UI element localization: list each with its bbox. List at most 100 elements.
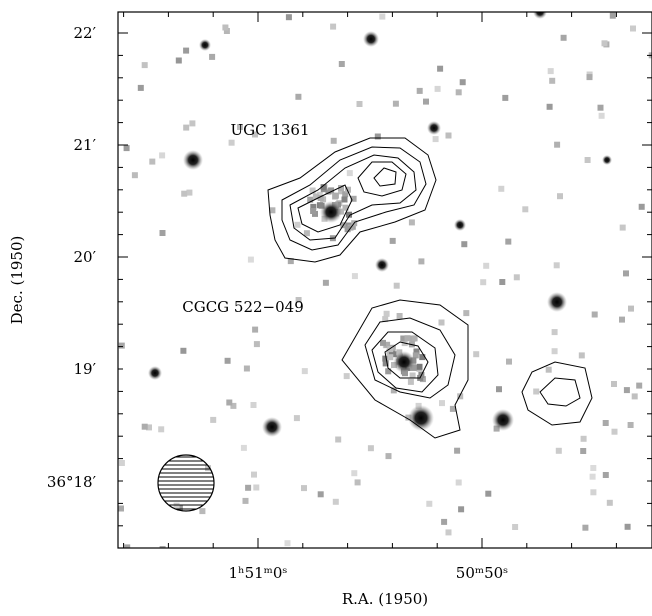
noise-pixel <box>224 357 231 364</box>
noise-pixel <box>343 373 350 380</box>
noise-pixel <box>586 74 593 81</box>
noise-pixel <box>338 61 345 67</box>
y-tick-label: 19′ <box>74 360 97 378</box>
noise-pixel <box>411 335 418 342</box>
noise-pixel <box>423 98 429 105</box>
contour <box>521 361 593 426</box>
contour <box>267 137 437 263</box>
noise-pixel <box>322 279 329 286</box>
noise-pixel <box>346 170 353 177</box>
noise-pixel <box>455 479 462 486</box>
noise-pixel <box>344 226 351 233</box>
noise-pixel <box>627 422 634 428</box>
noise-pixel <box>606 499 613 506</box>
noise-pixel <box>222 24 229 31</box>
noise-pixel <box>316 191 323 198</box>
noise-pixel <box>320 184 327 191</box>
noise-pixel <box>295 297 302 303</box>
noise-pixel <box>228 139 235 146</box>
noise-pixel <box>158 426 165 433</box>
noise-pixel <box>317 491 324 498</box>
noise-pixel <box>247 256 254 263</box>
noise-pixel <box>223 28 230 34</box>
noise-pixel <box>183 124 190 131</box>
source <box>533 12 547 19</box>
noise-pixel <box>390 387 397 394</box>
contour <box>373 167 397 187</box>
noise-pixel <box>173 502 180 509</box>
source <box>408 405 434 431</box>
contours <box>267 137 593 439</box>
noise-pixel <box>186 189 193 196</box>
noise-pixel <box>636 382 643 389</box>
noise-pixel <box>502 94 509 101</box>
noise-pixel <box>176 504 183 511</box>
noise-pixel <box>345 186 351 193</box>
y-tick-label: 22′ <box>74 24 97 42</box>
noise-pixel <box>591 311 598 318</box>
noise-pixel <box>533 388 540 395</box>
noise-pixel <box>346 211 352 218</box>
noise-pixel <box>237 124 243 130</box>
noise-pixel <box>623 270 629 277</box>
source <box>320 201 342 223</box>
noise-pixel <box>459 79 466 86</box>
noise-pixel <box>159 230 166 236</box>
noise-pixel <box>589 473 596 480</box>
noise-pixel <box>445 132 452 139</box>
noise-pixel <box>582 524 589 531</box>
noise-pixel <box>546 103 553 110</box>
noise-pixel <box>445 529 452 536</box>
noise-pixel <box>441 518 448 525</box>
noise-pixel <box>598 112 605 119</box>
noise-pixel <box>584 157 591 163</box>
noise-pixel <box>480 279 487 286</box>
noise-pixel <box>505 238 512 245</box>
noise-pixel <box>408 219 415 226</box>
noise-pixel <box>380 339 386 346</box>
noise-pixel <box>602 420 609 426</box>
noise-pixel <box>351 470 358 477</box>
noise-pixel <box>118 342 125 349</box>
x-axis-label: R.A. (1950) <box>342 590 428 608</box>
noise-pixel <box>557 193 563 200</box>
noise-pixel <box>242 497 249 504</box>
noise-pixel <box>342 204 349 211</box>
noise-pixel <box>513 274 520 281</box>
noise-pixel <box>454 447 461 454</box>
noise-pixel <box>309 187 316 194</box>
noise-pixel <box>628 305 634 312</box>
noise-pixel <box>332 192 339 199</box>
noise-pixel <box>383 310 390 317</box>
contour <box>297 184 353 233</box>
noise-pixel <box>317 195 324 201</box>
noise-pixel <box>609 12 616 19</box>
y-tick-label: 21′ <box>74 136 97 154</box>
noise-pixel <box>396 313 403 319</box>
noise-pixel <box>159 152 166 159</box>
noise-pixel <box>301 368 308 375</box>
noise-pixel <box>367 445 374 452</box>
noise-pixel <box>597 104 604 111</box>
noise-pixel <box>611 428 618 435</box>
noise-pixel <box>318 202 325 209</box>
noise-pixel <box>402 370 408 377</box>
noise-pixel <box>458 506 465 513</box>
noise-pixel <box>623 387 630 394</box>
source <box>492 409 514 431</box>
source <box>148 366 162 380</box>
x-tick-label: 50ᵐ50ˢ <box>456 564 508 582</box>
noise-pixel <box>310 203 317 210</box>
noise-pixel <box>210 416 217 423</box>
noise-pixel <box>183 47 190 54</box>
noise-pixel <box>400 335 407 342</box>
source <box>262 417 282 437</box>
noise-pixel <box>330 23 337 30</box>
noise-pixel <box>287 258 294 265</box>
annotation: UGC 1361 <box>230 121 309 139</box>
noise-pixel <box>253 484 260 491</box>
contour <box>357 161 407 197</box>
noise-pixel <box>590 465 597 471</box>
noise-pixel <box>240 444 247 451</box>
noise-pixel <box>385 368 392 375</box>
